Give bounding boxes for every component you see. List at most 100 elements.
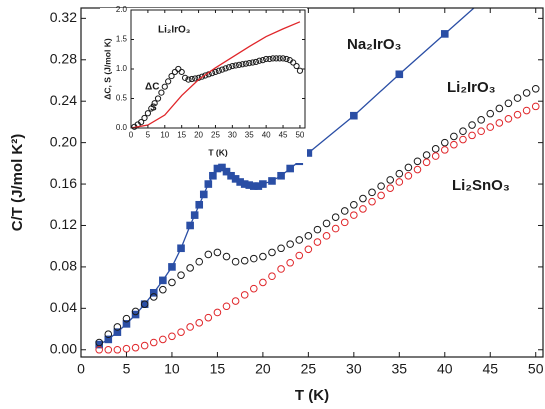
data-point [295,236,304,244]
data-point [168,278,176,287]
x-tick-label: 25 [211,130,220,139]
data-point [531,84,540,93]
y-tick-label: 1.5 [116,35,128,44]
data-point [283,55,290,63]
data-point [413,165,422,174]
data-point [240,291,249,299]
data-point [240,256,249,265]
data-point [204,250,213,259]
y-tick-label: 0.28 [50,50,77,66]
data-point [231,297,240,305]
data-point [177,328,185,336]
x-tick-label: 35 [245,130,254,139]
data-point [219,66,226,73]
data-point [486,123,495,131]
data-point [459,135,467,144]
data-point [144,110,151,117]
data-point [268,272,276,281]
data-point [198,73,206,80]
x-axis-label: T (K) [295,387,329,404]
data-point [195,319,204,327]
data-point [159,335,167,344]
data-point [273,55,280,62]
data-point [386,176,395,184]
data-point [368,188,376,197]
data-point [204,313,213,322]
series-label: S [150,103,157,114]
x-tick-label: 5 [123,360,131,376]
data-point [177,271,185,279]
data-point [340,218,349,227]
y-tick-label: 0.24 [50,92,77,108]
data-point [236,61,243,68]
data-point [159,276,167,285]
data-point [431,152,440,160]
data-point [104,335,113,344]
series-label: Li₂IrO₃ [447,79,496,96]
data-point [95,345,103,354]
data-point [225,64,233,71]
data-point [290,59,297,66]
data-point [279,55,287,62]
data-point [151,100,158,107]
data-point [131,307,140,316]
data-point [322,232,331,240]
x-tick-label: 45 [482,360,498,376]
data-point [395,169,404,178]
data-point [277,171,285,180]
data-point [440,30,449,38]
data-point [277,265,285,273]
data-point [268,248,276,257]
data-point [256,57,263,64]
data-point [331,224,340,233]
y-tick-label: 0.5 [116,94,128,103]
data-point [486,109,495,118]
data-point [218,163,226,172]
x-tick-label: 30 [346,360,362,376]
data-point [404,163,413,172]
data-point [359,194,367,203]
data-point [222,302,231,311]
data-point [340,207,349,215]
y-tick-label: 2.0 [116,5,128,14]
data-point [395,70,404,79]
data-point [246,60,253,67]
data-point [350,111,358,120]
data-point [522,89,531,97]
data-point [140,341,149,350]
data-point [277,244,285,253]
data-point [431,145,440,153]
data-point [386,184,395,192]
data-point [313,238,322,246]
data-point [148,105,155,112]
data-point [513,94,522,102]
x-tick-label: 45 [279,130,288,139]
y-tick-label: 0.00 [50,340,77,356]
data-point [192,75,199,82]
data-point [504,99,513,108]
data-point [395,178,404,186]
data-point [222,167,231,176]
x-tick-label: 40 [437,360,453,376]
data-point [185,76,192,83]
y-tick-label: 1.0 [116,64,128,73]
data-point [222,65,229,72]
data-point [122,320,131,328]
data-point [477,127,485,136]
data-point [286,258,294,267]
data-point [158,89,165,96]
data-point [213,308,222,317]
data-point [293,62,300,70]
data-point [168,263,176,271]
data-point [222,252,231,261]
data-point [359,205,367,213]
data-point [178,68,185,76]
data-point [188,75,195,83]
data-point [269,55,277,62]
data-point [149,293,158,301]
x-tick-label: 0 [77,360,85,376]
y-axis-label: C/T (J/mol K²) [9,134,26,232]
series-label: Li₂SnO₃ [452,177,510,194]
data-point [368,197,376,206]
